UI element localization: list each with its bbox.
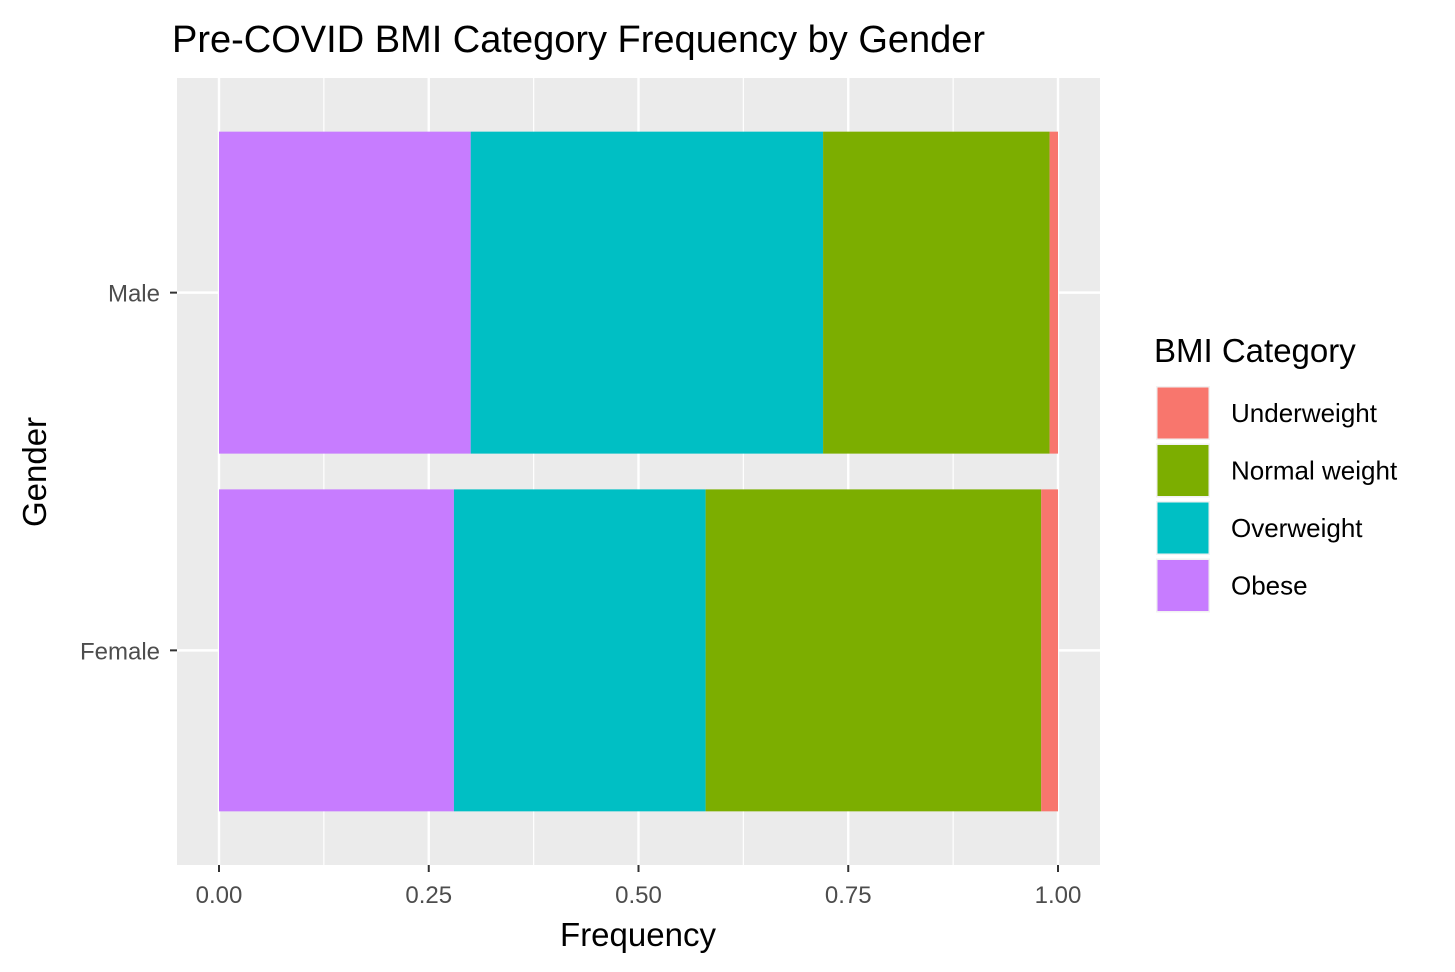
bar-segment-underweight-male [1049,131,1058,454]
x-axis: 0.00 0.25 0.50 0.75 1.00 [196,865,1082,909]
chart-title: Pre-COVID BMI Category Frequency by Gend… [172,19,985,61]
x-tick-label: 0.50 [615,882,662,909]
legend-label: Overweight [1231,513,1363,543]
legend-label: Underweight [1231,398,1378,428]
x-tick-label: 0.75 [825,882,872,909]
bar-segment-obese-female [219,489,454,812]
legend-key-obese [1157,560,1209,611]
y-axis: Female Male [80,281,177,665]
x-tick-label: 1.00 [1035,882,1082,909]
x-axis-title: Frequency [560,916,716,953]
y-tick-label: Female [80,638,160,665]
bar-segment-underweight-female [1041,489,1058,812]
legend-title: BMI Category [1154,332,1356,369]
x-tick-label: 0.25 [405,882,452,909]
x-tick-label: 0.00 [196,882,243,909]
bar-segment-obese-male [219,131,471,454]
legend-items: Underweight Normal weight Overweight Obese [1156,386,1398,613]
bar-segment-overweight-female [453,489,706,812]
legend-label: Normal weight [1231,456,1398,486]
bar-segment-normal-weight-male [823,131,1050,454]
legend-key-overweight [1157,502,1209,554]
y-axis-title: Gender [16,417,53,527]
y-tick-label: Male [108,281,160,308]
legend-key-normal-weight [1157,445,1209,496]
legend-key-underweight [1157,387,1209,439]
bar-segment-overweight-male [470,131,824,454]
legend-label: Obese [1231,571,1308,601]
bar-segment-normal-weight-female [705,489,1042,812]
stacked-bars [219,131,1058,812]
legend: BMI Category Underweight Normal weight Ove… [1154,332,1398,613]
